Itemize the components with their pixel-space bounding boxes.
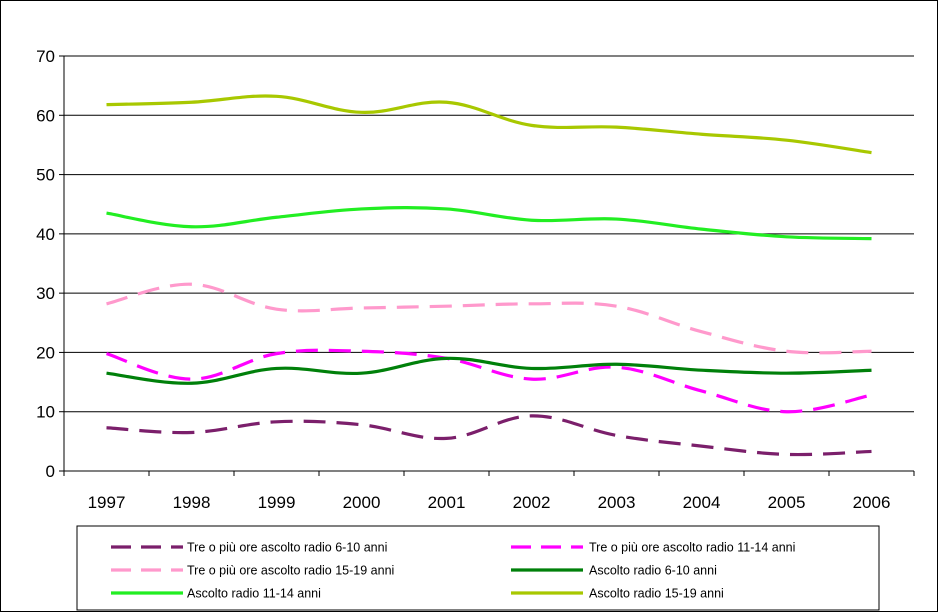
y-tick-labels: 0 10 20 30 40 50 60 70 xyxy=(36,47,55,481)
legend: Tre o più ore ascolto radio 6-10 anni Tre… xyxy=(76,525,880,611)
y-tick-label: 10 xyxy=(36,403,55,422)
x-tick-label: 2004 xyxy=(683,493,721,512)
legend-label: Ascolto radio 11-14 anni xyxy=(187,587,321,601)
y-tick-label: 70 xyxy=(36,47,55,66)
y-tick-label: 50 xyxy=(36,166,55,185)
y-tick-label: 30 xyxy=(36,284,55,303)
legend-label: Tre o più ore ascolto radio 6-10 anni xyxy=(187,541,387,555)
x-tick-label: 2006 xyxy=(853,493,891,512)
legend-label: Ascolto radio 6-10 anni xyxy=(589,564,717,578)
series-line-3 xyxy=(106,282,872,355)
x-tick-label: 2000 xyxy=(343,493,381,512)
x-tick-label: 2001 xyxy=(428,493,466,512)
axes xyxy=(59,55,915,476)
legend-box xyxy=(76,525,880,611)
x-tick-label: 2002 xyxy=(513,493,551,512)
series-line-1 xyxy=(106,414,872,457)
x-tick-label: 2003 xyxy=(598,493,636,512)
x-tick-label: 1997 xyxy=(88,493,126,512)
y-tick-label: 20 xyxy=(36,343,55,362)
x-tick-label: 1999 xyxy=(258,493,296,512)
series-lines xyxy=(106,94,872,457)
series-line-6 xyxy=(106,94,872,155)
x-tick-label: 1998 xyxy=(173,493,211,512)
x-tick-label: 2005 xyxy=(768,493,806,512)
series-line-5 xyxy=(106,206,872,241)
legend-label: Tre o più ore ascolto radio 11-14 anni xyxy=(589,541,795,555)
series-line-4 xyxy=(106,356,872,385)
x-tick-labels: 1997 1998 1999 2000 2001 2002 2003 2004 2005 2006 xyxy=(88,493,891,512)
y-tick-label: 0 xyxy=(46,462,55,481)
legend-label: Tre o più ore ascolto radio 15-19 anni xyxy=(187,564,394,578)
gridlines xyxy=(64,55,914,413)
legend-label: Ascolto radio 15-19 anni xyxy=(589,587,724,601)
series-line-2 xyxy=(106,348,872,414)
y-tick-label: 60 xyxy=(36,106,55,125)
y-tick-label: 40 xyxy=(36,225,55,244)
